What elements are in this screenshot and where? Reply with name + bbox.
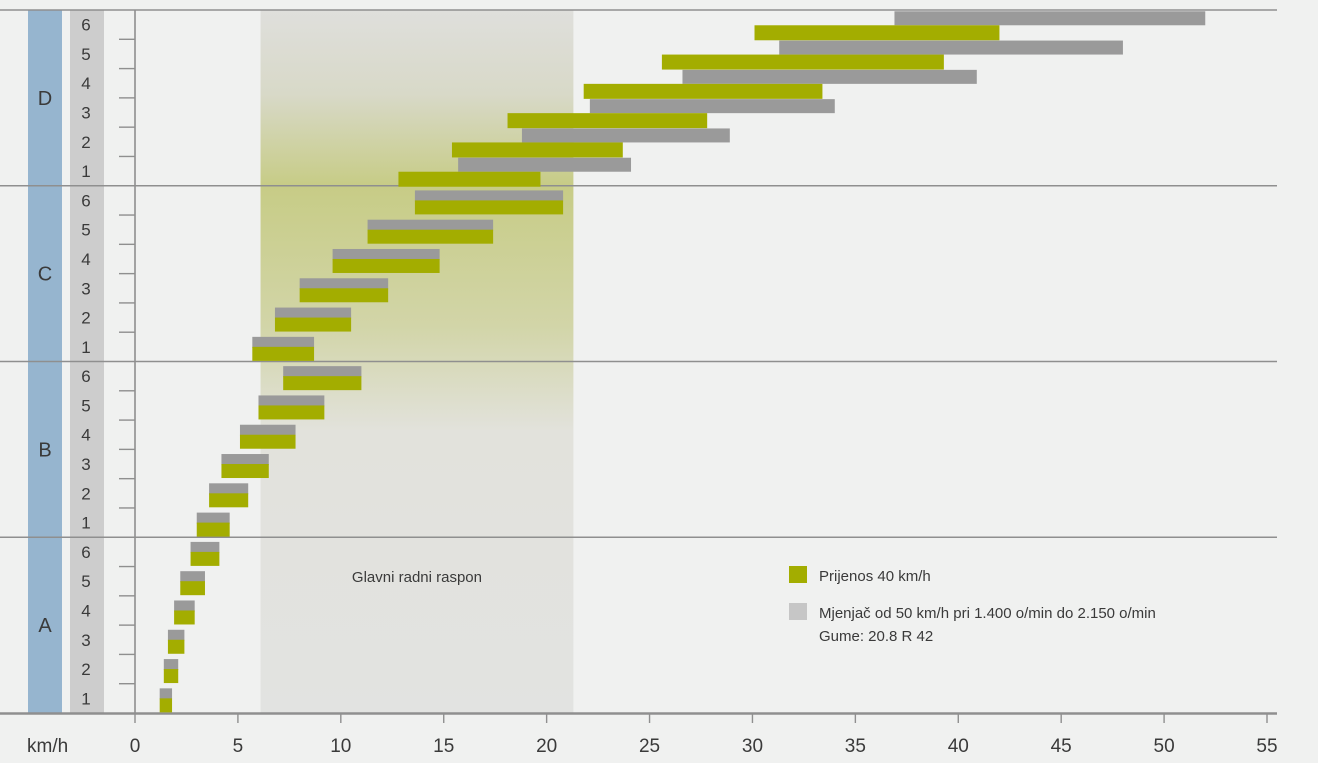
gear-label: 5 — [81, 572, 90, 591]
bar-A-3-prijenos — [167, 639, 185, 654]
gear-label: 2 — [81, 309, 90, 328]
group-label-C: C — [38, 264, 52, 286]
legend-label-prijenos: Prijenos 40 km/h — [819, 568, 931, 585]
bar-A-2-prijenos — [163, 669, 179, 684]
bar-D-3-mjenjac — [589, 99, 835, 114]
x-tick-label: 30 — [742, 736, 763, 757]
gear-label: 6 — [81, 543, 90, 562]
legend-label-mjenjac: Mjenjač od 50 km/h pri 1.400 o/min do 2.… — [819, 605, 1156, 622]
gear-label: 6 — [81, 191, 90, 210]
bar-C-2-mjenjac — [274, 307, 352, 319]
x-tick-label: 10 — [330, 736, 351, 757]
gear-label: 3 — [81, 104, 90, 123]
bar-D-6-mjenjac — [894, 11, 1206, 26]
gear-label: 6 — [81, 367, 90, 386]
legend-note-tyres: Gume: 20.8 R 42 — [819, 628, 933, 645]
bar-B-5-mjenjac — [258, 395, 325, 407]
bar-C-1-mjenjac — [252, 336, 315, 348]
bar-A-6-mjenjac — [190, 541, 220, 553]
bar-A-4-mjenjac — [174, 600, 195, 612]
bar-D-1-mjenjac — [458, 157, 632, 172]
bar-C-4-prijenos — [332, 258, 440, 273]
bar-C-6-mjenjac — [414, 190, 564, 202]
gear-label: 6 — [81, 16, 90, 35]
gear-label: 4 — [81, 74, 90, 93]
bar-A-3-mjenjac — [167, 629, 185, 641]
gear-label: 4 — [81, 601, 90, 620]
bar-A-6-prijenos — [190, 551, 220, 566]
bar-B-2-prijenos — [209, 493, 249, 508]
bar-C-2-prijenos — [274, 317, 352, 332]
gear-label: 2 — [81, 133, 90, 152]
bar-D-2-prijenos — [451, 142, 623, 158]
bar-A-5-prijenos — [180, 581, 205, 596]
x-tick-label: 20 — [536, 736, 557, 757]
gear-label: 2 — [81, 660, 90, 679]
bar-B-5-prijenos — [258, 405, 325, 420]
bar-B-1-prijenos — [196, 522, 230, 537]
bar-C-6-prijenos — [414, 200, 564, 215]
gear-label: 5 — [81, 45, 90, 64]
bar-C-5-mjenjac — [367, 219, 494, 231]
bar-A-1-prijenos — [159, 698, 173, 713]
x-tick-label: 35 — [845, 736, 866, 757]
bar-A-4-prijenos — [174, 610, 195, 625]
gear-label: 3 — [81, 455, 90, 474]
gear-label: 1 — [81, 514, 90, 533]
bar-C-3-prijenos — [299, 288, 389, 303]
x-tick-label: 50 — [1154, 736, 1175, 757]
gear-label: 3 — [81, 631, 90, 650]
bar-C-3-mjenjac — [299, 278, 389, 290]
bar-B-6-prijenos — [283, 376, 362, 391]
bar-D-4-mjenjac — [682, 69, 977, 84]
bar-D-4-prijenos — [583, 83, 823, 99]
bar-D-2-mjenjac — [521, 128, 730, 143]
gear-label: 3 — [81, 279, 90, 298]
x-tick-label: 45 — [1051, 736, 1072, 757]
gear-label: 2 — [81, 484, 90, 503]
bar-D-5-mjenjac — [779, 40, 1123, 55]
x-tick-label: 0 — [130, 736, 141, 757]
bar-A-2-mjenjac — [163, 659, 179, 671]
main-working-range-label: Glavni radni raspon — [352, 569, 482, 586]
bar-B-4-mjenjac — [239, 424, 296, 436]
gear-label: 4 — [81, 426, 90, 445]
x-tick-label: 40 — [948, 736, 969, 757]
bar-D-6-prijenos — [754, 25, 1000, 41]
x-tick-label: 5 — [233, 736, 244, 757]
x-tick-label: 55 — [1256, 736, 1277, 757]
bar-C-4-mjenjac — [332, 248, 440, 260]
x-tick-label: 25 — [639, 736, 660, 757]
bar-C-1-prijenos — [252, 346, 315, 361]
bar-D-1-prijenos — [398, 171, 541, 187]
bar-B-3-prijenos — [221, 464, 269, 479]
bar-C-5-prijenos — [367, 229, 494, 244]
bar-D-5-prijenos — [661, 54, 944, 70]
legend-swatch-prijenos — [789, 566, 807, 583]
bar-B-3-mjenjac — [221, 454, 269, 466]
bar-A-1-mjenjac — [159, 688, 173, 700]
gear-label: 1 — [81, 689, 90, 708]
gear-label: 1 — [81, 338, 90, 357]
x-unit-label: km/h — [27, 736, 68, 757]
bar-B-6-mjenjac — [283, 366, 362, 378]
group-label-B: B — [38, 439, 51, 461]
bar-A-5-mjenjac — [180, 571, 205, 583]
gear-label: 1 — [81, 162, 90, 181]
bar-B-1-mjenjac — [196, 512, 230, 524]
gear-label: 5 — [81, 396, 90, 415]
x-tick-label: 15 — [433, 736, 454, 757]
bar-B-2-mjenjac — [209, 483, 249, 495]
gear-label: 5 — [81, 221, 90, 240]
bar-B-4-prijenos — [239, 434, 296, 449]
bar-D-3-prijenos — [507, 113, 708, 129]
gear-label: 4 — [81, 250, 90, 269]
legend-swatch-mjenjac — [789, 603, 807, 620]
group-label-A: A — [38, 615, 52, 637]
group-label-D: D — [38, 88, 52, 110]
